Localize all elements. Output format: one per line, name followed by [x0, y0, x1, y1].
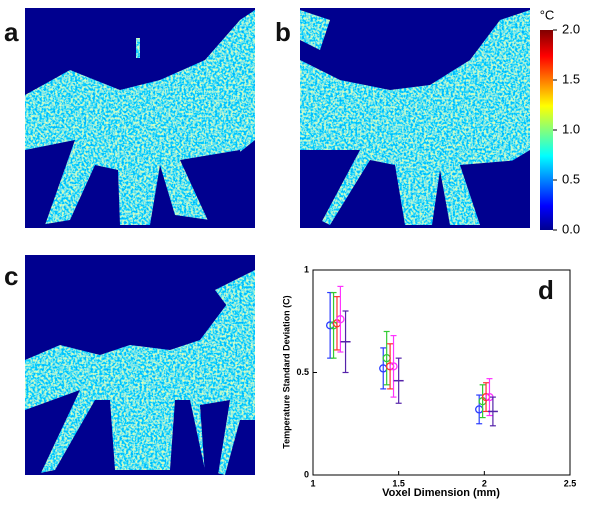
x-axis-label: Voxel Dimension (mm) [382, 487, 500, 499]
error-bar [390, 335, 397, 398]
plot: 1 1.5 2 2.5 0 0.5 1 [296, 264, 576, 488]
heatmap-a [25, 8, 255, 228]
colorbar-tick-label: 0.0 [562, 221, 580, 236]
point [389, 362, 398, 371]
panel-label: a [4, 17, 19, 47]
colorbar-tick-label: 1.0 [562, 121, 580, 136]
y-tick-label: 0.5 [296, 367, 309, 377]
error-bar [337, 285, 344, 353]
error-bar [486, 378, 493, 417]
error-bar [383, 330, 390, 386]
x-tick-label: 2 [482, 478, 487, 488]
colorbar-unit: °C [540, 7, 555, 22]
colorbar [540, 30, 553, 230]
heatmap-c [25, 255, 255, 475]
panel-label: d [538, 275, 554, 305]
x-tick-label: 1.5 [392, 478, 405, 488]
x-tick-label: 1 [310, 478, 315, 488]
point [336, 315, 345, 324]
colorbar-tick-label: 2.0 [562, 21, 580, 36]
plot-frame [312, 269, 571, 476]
error-bar [333, 296, 340, 351]
error-bar [380, 347, 387, 390]
panel-label: c [4, 261, 18, 291]
y-axis-label: Temperature Standard Deviation (C) [281, 295, 291, 448]
y-tick-label: 0 [304, 469, 309, 479]
y-tick-label: 1 [304, 264, 309, 274]
panel-label: b [275, 17, 291, 47]
x-tick-label: 2.5 [564, 478, 577, 488]
error-bar [479, 384, 486, 419]
colorbar-tick-label: 1.5 [562, 71, 580, 86]
colorbar-ticks: 0.0 0.5 1.0 1.5 2.0 [553, 21, 580, 236]
colorbar-tick-label: 0.5 [562, 171, 580, 186]
heatmap-b [300, 8, 530, 228]
